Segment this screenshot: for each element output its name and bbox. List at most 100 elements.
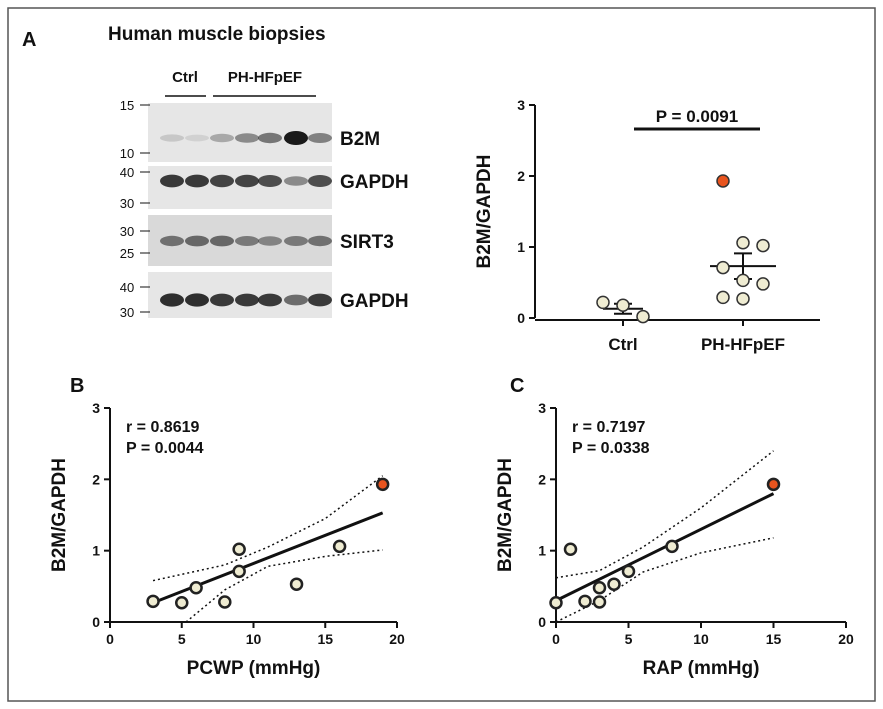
data-point	[332, 539, 347, 554]
data-point	[592, 581, 607, 595]
x-tick-label: 15	[766, 631, 782, 647]
band	[258, 175, 282, 187]
blot-title: Human muscle biopsies	[108, 24, 326, 45]
band	[308, 235, 332, 247]
data-point	[756, 238, 770, 253]
band	[185, 174, 209, 188]
data-point	[616, 298, 630, 312]
band	[185, 293, 209, 307]
stat-annotation: r = 0.7197	[572, 419, 646, 436]
data-point	[375, 477, 390, 492]
stat-annotation: r = 0.8619	[126, 419, 200, 436]
data-point	[189, 581, 203, 595]
band	[284, 294, 308, 306]
band	[160, 134, 184, 142]
data-point	[592, 595, 607, 609]
data-point	[596, 295, 610, 310]
y-tick-label: 3	[92, 400, 100, 416]
band	[160, 174, 184, 188]
data-point	[218, 595, 232, 609]
regression-line	[555, 492, 775, 602]
marker-label: 30	[120, 224, 134, 239]
y-tick-label: 2	[92, 471, 100, 487]
protein-label: GAPDH	[340, 291, 409, 312]
data-point	[232, 564, 246, 579]
data-point	[607, 577, 621, 591]
band	[308, 175, 332, 187]
group-label: PH-HFpEF	[228, 69, 302, 86]
marker-label: 10	[120, 146, 134, 161]
band	[284, 236, 308, 246]
y-axis-title: B2M/GAPDH	[495, 458, 516, 572]
x-tick-label: PH-HFpEF	[701, 335, 785, 354]
marker-label: 40	[120, 280, 134, 295]
data-point	[636, 309, 650, 324]
data-point	[766, 477, 781, 492]
stat-annotation: P = 0.0338	[572, 440, 650, 457]
x-axis-title: RAP (mmHg)	[643, 658, 760, 679]
data-point	[621, 564, 636, 579]
panel-label: A	[22, 29, 36, 51]
stat-annotation: P = 0.0044	[126, 440, 204, 457]
data-point	[578, 594, 592, 609]
figure-frame	[7, 7, 876, 702]
band	[210, 133, 234, 143]
band	[210, 293, 234, 307]
band	[160, 293, 184, 307]
x-tick-label: 5	[625, 631, 633, 647]
data-point	[756, 277, 770, 291]
band	[185, 235, 209, 247]
data-point	[665, 539, 679, 554]
blot-strip	[148, 103, 332, 162]
y-tick-label: 1	[517, 239, 525, 255]
data-point	[716, 174, 730, 188]
confidence-band	[152, 475, 384, 582]
y-axis-title: B2M/GAPDH	[474, 154, 495, 268]
band	[258, 132, 282, 144]
band	[284, 176, 308, 186]
band	[235, 236, 259, 246]
marker-label: 25	[120, 246, 134, 261]
protein-label: B2M	[340, 129, 380, 150]
y-tick-label: 0	[517, 310, 525, 326]
group-label: Ctrl	[172, 69, 198, 86]
data-point	[175, 595, 189, 610]
y-tick-label: 2	[538, 471, 546, 487]
x-tick-label: 10	[246, 631, 262, 647]
data-point	[736, 292, 750, 306]
x-tick-label: 0	[552, 631, 560, 647]
band	[235, 174, 259, 188]
marker-label: 30	[120, 196, 134, 211]
x-axis-title: PCWP (mmHg)	[187, 658, 321, 679]
confidence-band	[185, 549, 383, 623]
band	[210, 235, 234, 247]
y-tick-label: 0	[538, 614, 546, 630]
marker-label: 40	[120, 165, 134, 180]
blot: B2M 15 10 GAPDH 40 30 SIRT3 30 25 GAPDH 40 30	[120, 98, 409, 320]
data-point	[736, 273, 750, 288]
band	[185, 134, 209, 142]
p-value: P = 0.0091	[656, 107, 738, 126]
y-axis-title: B2M/GAPDH	[49, 458, 70, 572]
x-tick-label: 20	[838, 631, 854, 647]
x-tick-label: 5	[178, 631, 186, 647]
y-tick-label: 0	[92, 614, 100, 630]
y-tick-label: 2	[517, 168, 525, 184]
band	[258, 236, 282, 246]
panel-label: B	[70, 375, 84, 397]
x-tick-label: 15	[317, 631, 333, 647]
data-point	[736, 235, 750, 250]
band	[160, 235, 184, 247]
band	[308, 133, 332, 143]
x-tick-label: 10	[693, 631, 709, 647]
charts: 0 1 2 3 B2M/GAPDH Ctrl PH-HFpEF P = 0.0091 B 0 1 2 3…	[49, 97, 854, 679]
panel-label: C	[510, 375, 524, 397]
marker-label: 30	[120, 305, 134, 320]
data-point	[716, 290, 730, 305]
band	[210, 174, 234, 188]
data-point	[146, 594, 160, 609]
band	[284, 131, 308, 145]
band	[235, 293, 259, 307]
y-tick-label: 3	[517, 97, 525, 113]
